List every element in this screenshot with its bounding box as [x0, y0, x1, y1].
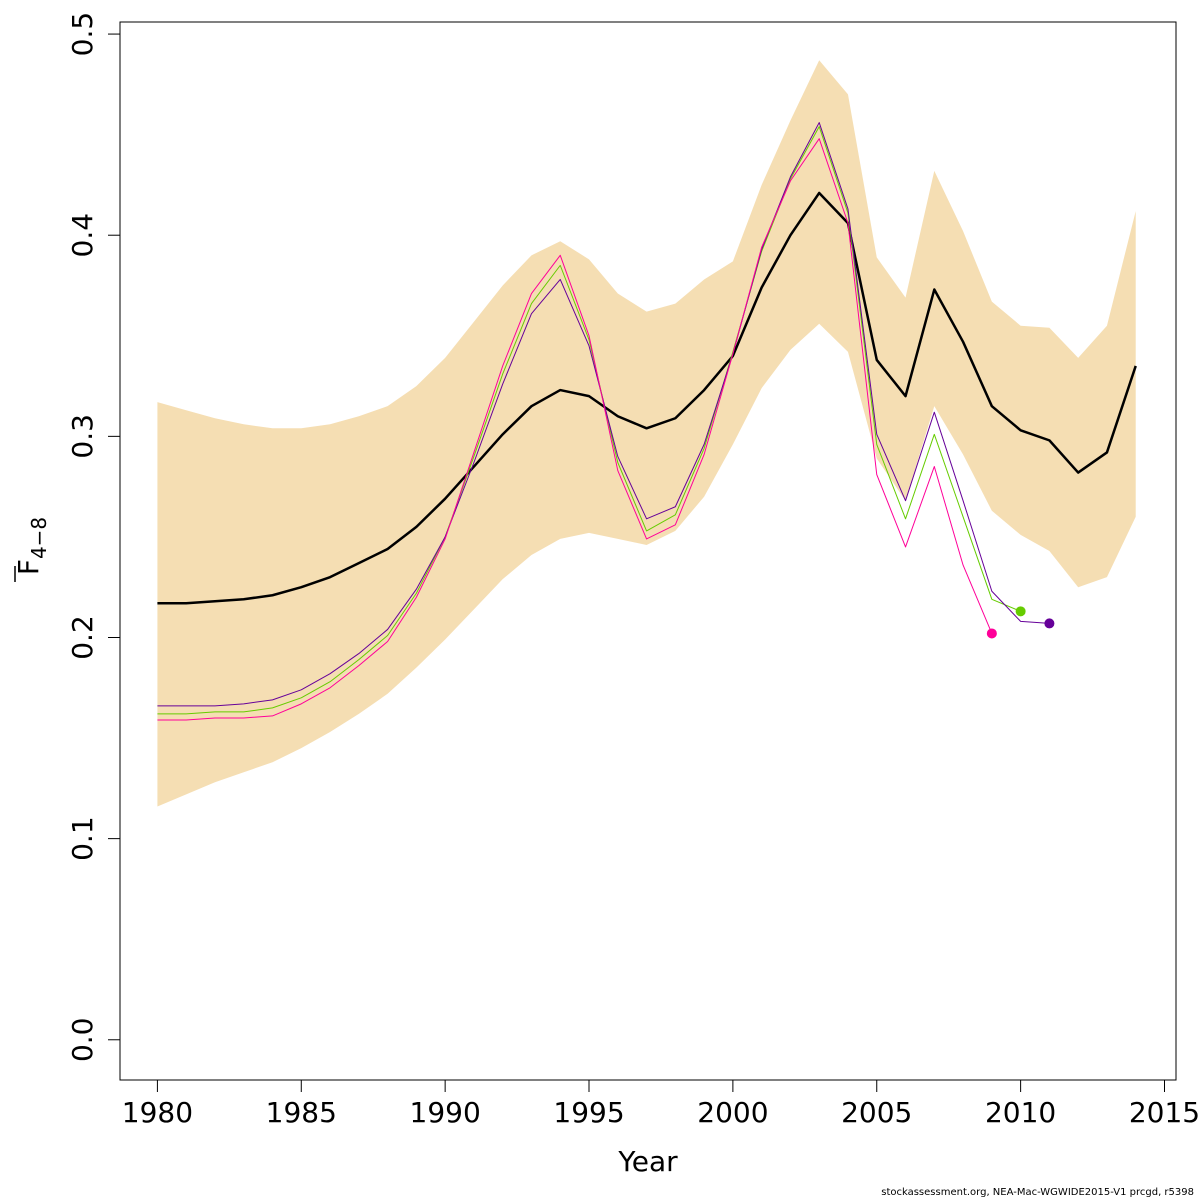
x-tick-label-2015: 2015 — [1129, 1096, 1200, 1129]
x-tick-label-1990: 1990 — [410, 1096, 481, 1129]
series-line-1 — [157, 126, 1021, 715]
series-end-point-1 — [1015, 606, 1026, 617]
source-credit: stockassessment.org, NEA-Mac-WGWIDE2015-… — [881, 1187, 1194, 1198]
series-line-3 — [157, 138, 993, 721]
y-tick-label-2: 0.2 — [66, 615, 99, 660]
x-axis-title: Year — [617, 1145, 678, 1178]
series-layer — [157, 122, 1137, 721]
svg-text:F4−8: F4−8 — [12, 517, 51, 575]
series-end-point-2 — [1044, 618, 1055, 629]
y-tick-label-1: 0.1 — [66, 816, 99, 861]
y-tick-label-4: 0.4 — [66, 213, 99, 258]
x-tick-label-1985: 1985 — [266, 1096, 337, 1129]
y-axis: 0.0 0.1 0.2 0.3 0.4 0.5 — [66, 12, 121, 1063]
y-tick-label-5: 0.5 — [66, 12, 99, 57]
x-tick-label-2000: 2000 — [697, 1096, 768, 1129]
series-line-0 — [157, 191, 1137, 605]
y-tick-label-3: 0.3 — [66, 414, 99, 459]
y-axis-title-subscript: 4−8 — [27, 517, 51, 559]
x-tick-label-1980: 1980 — [122, 1096, 193, 1129]
series-end-point-3 — [986, 628, 997, 639]
x-tick-label-2010: 2010 — [985, 1096, 1056, 1129]
y-axis-title: F4−8 — [12, 517, 51, 582]
x-tick-label-2005: 2005 — [841, 1096, 912, 1129]
y-tick-label-0: 0.0 — [66, 1018, 99, 1063]
y-axis-title-main: F — [12, 559, 45, 575]
x-tick-label-1995: 1995 — [553, 1096, 624, 1129]
confidence-band — [157, 60, 1136, 807]
confidence-band-layer — [157, 60, 1136, 807]
x-axis: 1980 1985 1990 1995 2000 2005 2010 2015 — [122, 1079, 1200, 1129]
